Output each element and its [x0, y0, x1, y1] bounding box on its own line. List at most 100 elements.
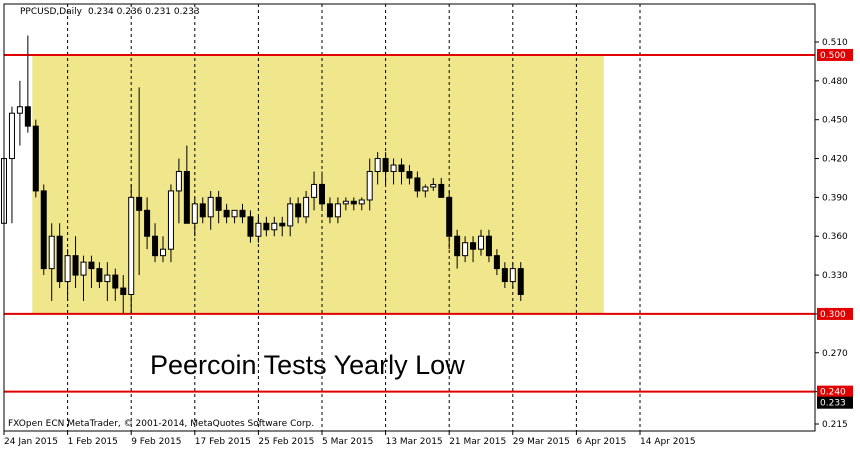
highlight-zone [32, 54, 604, 314]
candle-body [128, 196, 135, 296]
candle-body [342, 200, 349, 205]
candle [279, 216, 286, 237]
candle-body [88, 261, 95, 270]
candle-body [239, 209, 246, 218]
candle [96, 262, 103, 289]
candle-body [48, 235, 55, 270]
level-price-label: 0.500 [820, 51, 846, 61]
x-tick-label: 5 Mar 2015 [322, 437, 373, 447]
candle-body [231, 209, 238, 218]
candle [239, 203, 246, 224]
candle-body [32, 125, 39, 192]
candle [128, 184, 135, 314]
candle [326, 197, 333, 224]
candle-body [279, 222, 286, 227]
y-tick-label: 0.360 [822, 232, 848, 242]
candle [334, 197, 341, 224]
candle-body [446, 196, 453, 237]
candle-body [414, 177, 421, 192]
candle [406, 165, 413, 185]
candle [64, 249, 71, 301]
candle [390, 158, 397, 185]
candle-body [501, 268, 508, 283]
candle [223, 203, 230, 224]
candle-body [509, 268, 516, 283]
current-price-label: 0.233 [820, 399, 846, 409]
candle-body [398, 164, 405, 172]
candle [263, 216, 270, 237]
candle [374, 152, 381, 185]
candle [72, 236, 79, 289]
x-tick-label: 21 Mar 2015 [449, 437, 506, 447]
candle-body [247, 216, 254, 237]
candle [247, 210, 254, 243]
candle-body [470, 242, 477, 250]
candle [478, 229, 484, 256]
y-tick-label: 0.215 [822, 420, 848, 430]
y-tick-label: 0.450 [822, 116, 848, 126]
candle-body [223, 209, 230, 218]
candle [398, 158, 405, 185]
candle [175, 158, 182, 224]
candle-body [104, 274, 111, 283]
x-tick-label: 29 Mar 2015 [513, 437, 570, 447]
candle-body [422, 186, 429, 192]
candle-body [334, 203, 341, 218]
candle-body [56, 235, 63, 283]
candle-body [319, 183, 325, 205]
candle-body [144, 209, 151, 237]
candle-body [454, 235, 461, 257]
candle [311, 171, 318, 211]
x-tick-label: 17 Feb 2015 [195, 437, 251, 447]
candle-body [493, 255, 500, 270]
level-price-label: 0.240 [820, 388, 846, 398]
ohlc-values: 0.234 0.236 0.231 0.233 [88, 7, 200, 17]
candle [120, 275, 127, 314]
candle [438, 177, 445, 198]
candle [366, 158, 373, 211]
x-tick-label: 24 Jan 2015 [4, 437, 58, 447]
candle [303, 190, 310, 224]
candle-body [263, 222, 270, 231]
y-tick-label: 0.270 [822, 349, 848, 359]
candle [48, 223, 55, 301]
candle [501, 262, 508, 289]
x-tick-label: 25 Feb 2015 [258, 437, 314, 447]
candle-body [160, 248, 166, 257]
candle-body [390, 164, 397, 172]
candle [112, 268, 119, 301]
plot-frame [3, 3, 816, 432]
candle-body [366, 170, 373, 201]
candle-body [120, 287, 127, 296]
candle-body [207, 196, 214, 218]
candle [144, 197, 151, 250]
candle-body [191, 203, 198, 224]
candle-body [24, 106, 31, 127]
candle-body [485, 235, 492, 257]
symbol-label: PPCUSD,Daily [20, 7, 83, 17]
candle-body [183, 170, 190, 224]
candle [287, 197, 294, 237]
candle [24, 35, 31, 133]
candle-body [406, 170, 413, 179]
candle-body [167, 190, 174, 250]
level-price-tag [817, 307, 853, 320]
candle [485, 229, 492, 263]
y-tick-label: 0.420 [822, 155, 848, 165]
candle [8, 106, 15, 224]
candle-body [16, 106, 23, 114]
candle-body [255, 222, 262, 237]
candle [493, 249, 500, 276]
candle [16, 80, 23, 146]
candle-body [517, 268, 524, 296]
candle [295, 197, 302, 224]
candle [446, 190, 453, 250]
y-tick-label: 0.390 [822, 193, 848, 203]
candle [470, 236, 477, 263]
candle-body [64, 255, 71, 283]
candle [271, 216, 278, 237]
x-tick-label: 6 Apr 2015 [576, 437, 626, 447]
chart-annotation: Peercoin Tests Yearly Low [150, 350, 465, 380]
candle [167, 184, 174, 263]
